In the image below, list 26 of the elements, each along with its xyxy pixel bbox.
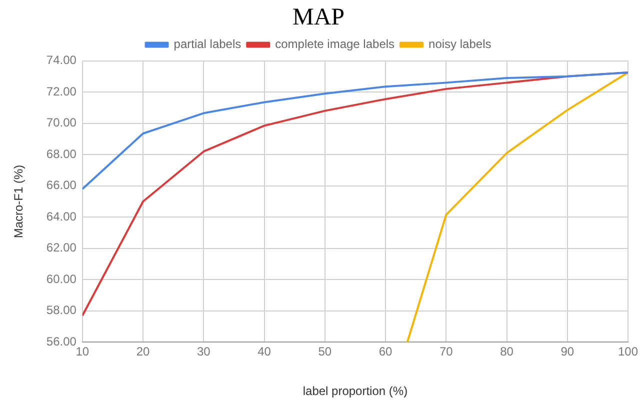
chart-title: MAP	[292, 4, 345, 31]
legend-label: complete image labels	[275, 37, 395, 52]
y-tick-label: 58.00	[46, 303, 77, 318]
y-tick-label: 74.00	[46, 53, 77, 68]
x-tick-label: 100	[618, 344, 638, 359]
x-tick-label: 50	[318, 344, 332, 359]
y-tick-label: 72.00	[46, 84, 77, 98]
x-axis-title: label proportion (%)	[302, 384, 408, 398]
x-tick-label: 80	[500, 344, 514, 359]
y-tick-label: 64.00	[46, 209, 77, 224]
y-axis-title: Macro-F1 (%)	[12, 164, 26, 238]
x-tick-label: 40	[258, 344, 272, 359]
y-tick-label: 68.00	[46, 146, 77, 161]
x-tick-label: 20	[136, 344, 150, 359]
legend-label: partial labels	[174, 37, 242, 52]
x-tick-label: 30	[196, 344, 211, 359]
x-tick-label: 70	[439, 344, 454, 359]
y-tick-label: 66.00	[46, 178, 77, 192]
x-tick-label: 90	[560, 344, 574, 359]
x-tick-label: 10	[76, 344, 90, 359]
y-tick-label: 56.00	[46, 334, 77, 349]
y-tick-label: 60.00	[46, 272, 77, 286]
legend-label: noisy labels	[428, 37, 492, 52]
x-tick-label: 60	[378, 344, 393, 359]
y-tick-label: 62.00	[46, 240, 77, 255]
y-tick-label: 70.00	[46, 116, 77, 130]
